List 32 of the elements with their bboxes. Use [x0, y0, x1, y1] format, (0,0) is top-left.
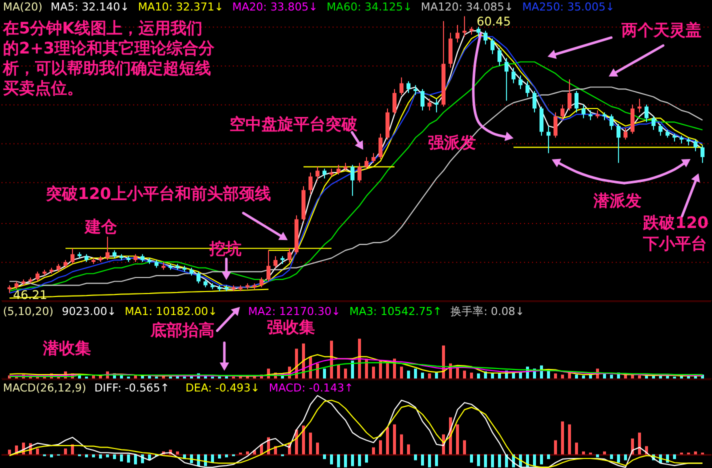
annotation: 买卖点位。 [2, 78, 83, 98]
annotation: 底部抬高 [150, 320, 215, 340]
text: 9023.00↓ [62, 304, 116, 318]
text: MA3: 10542.75↑ [349, 304, 442, 318]
text: MA5: 32.140↓ [50, 0, 130, 14]
annotation: 下小平台 [642, 234, 708, 253]
text: MA1: 10182.00↓ [124, 304, 218, 318]
text: MA2: 12170.30↓ [248, 304, 341, 318]
text: DEA: -0.493↓ [185, 382, 260, 395]
text: MA60: 34.125↓ [326, 0, 412, 14]
text: 换手率: 0.08↓ [450, 304, 524, 318]
annotation: 60.45 [476, 14, 511, 29]
annotation: 潜派发 [592, 191, 642, 210]
annotation: 空中盘旋平台突破 [229, 114, 358, 134]
legend-label: MA20: 33.805↓ [232, 0, 318, 14]
chart-title: (5,10,20) [2, 304, 54, 318]
chart-title: MA(20) [2, 0, 42, 14]
text: MACD: -0.143↑ [268, 382, 354, 395]
text: MA10: 32.371↓ [138, 0, 224, 14]
annotation: 两个天灵盖 [620, 20, 702, 40]
text: MA250: 35.005↓ [522, 0, 615, 14]
annotation: 在5分钟K线图上，运用我们 [2, 18, 202, 38]
annotation: 跌破120 [642, 213, 708, 232]
text: MA120: 34.085↓ [420, 0, 514, 14]
annotation: 突破120上小平台和前头部颈线 [44, 184, 272, 204]
text: 强收集 [267, 318, 316, 337]
chart-title: MACD(26,12,9) [2, 382, 86, 395]
annotation: 建仓 [82, 217, 118, 236]
annotation: 析，可以帮助我们确定超短线 [2, 58, 211, 78]
annotation: 的2+3理论和其它理论综合分 [2, 38, 216, 58]
annotation: 潜收集 [42, 338, 91, 358]
text: DIFF: -0.565↑ [94, 382, 170, 395]
